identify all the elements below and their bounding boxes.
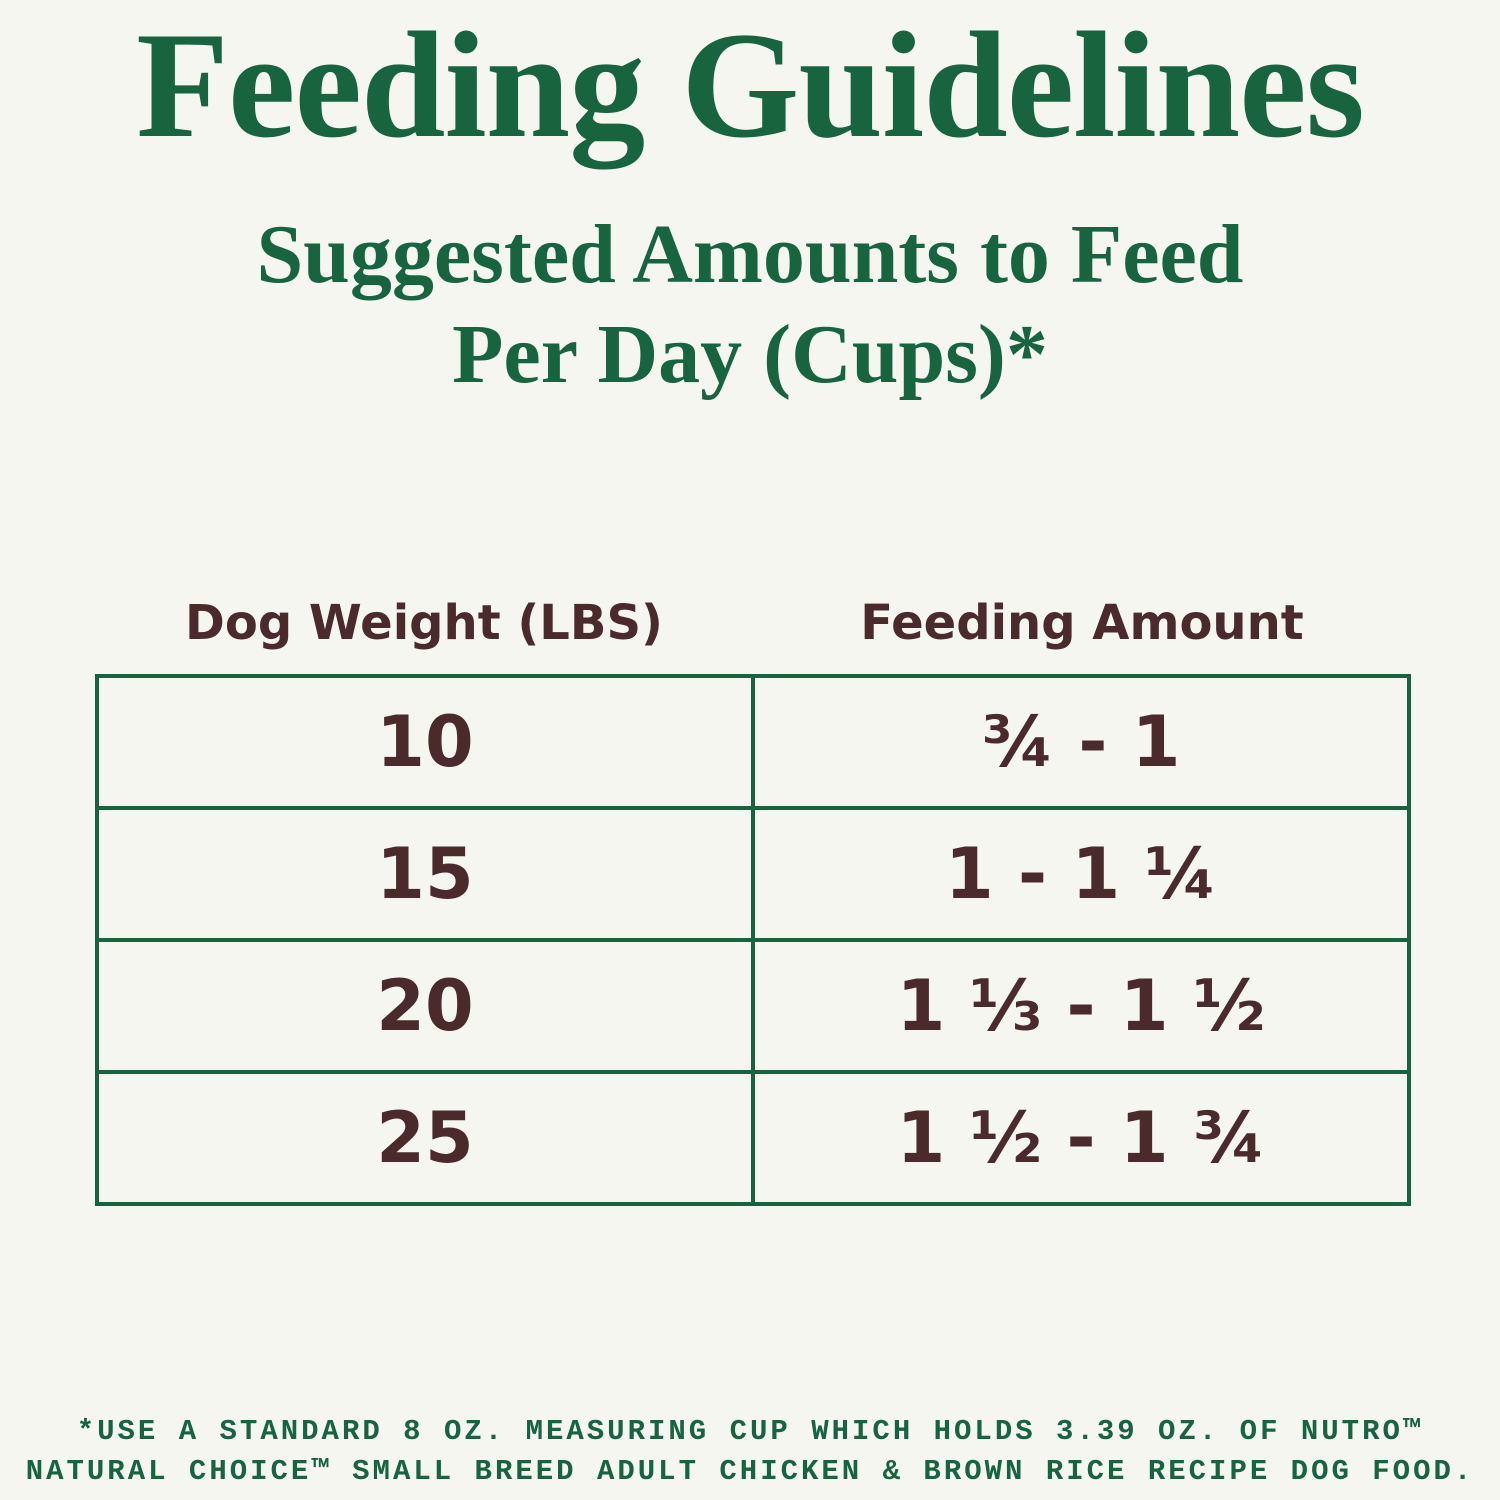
amount-cell: 1 ½ - 1 ¾: [751, 1070, 1411, 1206]
table-row: 20 1 ⅓ - 1 ½: [95, 938, 1411, 1074]
title: Feeding Guidelines: [136, 1, 1365, 169]
amount-cell: 1 ⅓ - 1 ½: [751, 938, 1411, 1074]
subtitle: Per Day (Cups)*: [452, 308, 1048, 401]
subtitle: Suggested Amounts to Feed: [256, 208, 1244, 301]
weight-cell: 25: [95, 1070, 755, 1206]
footnote: NATURAL CHOICE™ SMALL BREED ADULT CHICKE…: [25, 1455, 1475, 1488]
table-row: 25 1 ½ - 1 ¾: [95, 1070, 1411, 1206]
column-header: Feeding Amount: [860, 595, 1304, 651]
weight-cell: 10: [95, 674, 755, 810]
table-row: 10 ¾ - 1: [95, 674, 1411, 810]
amount-cell: ¾ - 1: [751, 674, 1411, 810]
footnote: *USE A STANDARD 8 OZ. MEASURING CUP WHIC…: [76, 1415, 1424, 1448]
feeding-table: 10 ¾ - 1 15 1 - 1 ¼ 20 1 ⅓ - 1 ½ 25 1 ½ - 1 ¾: [95, 674, 1411, 1206]
amount-cell: 1 - 1 ¼: [751, 806, 1411, 942]
column-header: Dog Weight (LBS): [185, 595, 663, 651]
weight-cell: 20: [95, 938, 755, 1074]
table-row: 15 1 - 1 ¼: [95, 806, 1411, 942]
weight-cell: 15: [95, 806, 755, 942]
